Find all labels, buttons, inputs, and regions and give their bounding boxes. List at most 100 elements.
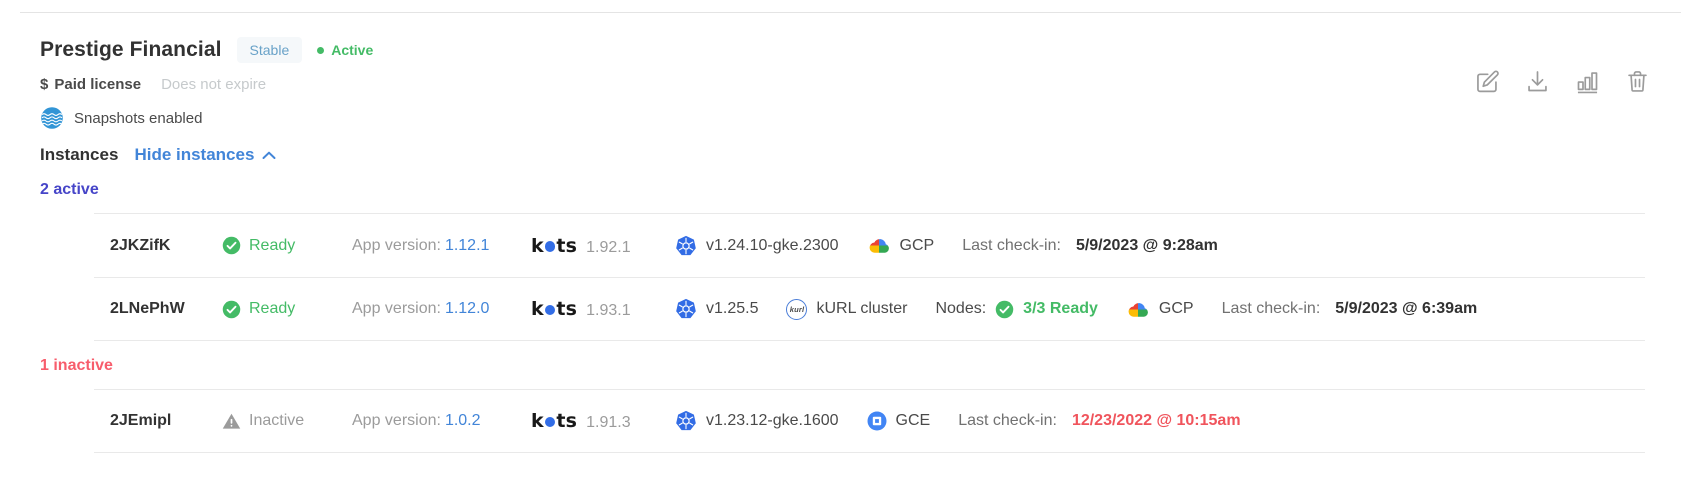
customer-status: Active bbox=[317, 42, 373, 58]
gcp-icon bbox=[869, 239, 889, 253]
last-checkin-label: Last check-in: bbox=[958, 412, 1057, 429]
snapshots-row: Snapshots enabled bbox=[40, 106, 1645, 130]
license-type-label: Paid license bbox=[54, 76, 142, 93]
title-row: Prestige Financial Stable Active bbox=[40, 37, 1645, 63]
app-version-cell: App version: 1.12.1 bbox=[352, 237, 531, 255]
kots-version: 1.91.3 bbox=[586, 414, 631, 431]
dollar-icon: $ bbox=[40, 76, 49, 93]
app-version-label: App version: bbox=[352, 300, 441, 317]
last-checkin-cell: Last check-in: 12/23/2022 @ 10:15am bbox=[958, 412, 1240, 430]
last-checkin-cell: Last check-in: 5/9/2023 @ 6:39am bbox=[1222, 300, 1478, 318]
kots-version-cell: k ts 1.92.1 bbox=[531, 235, 675, 257]
check-circle-icon bbox=[222, 236, 241, 255]
k8s-version: v1.24.10-gke.2300 bbox=[706, 236, 839, 254]
kots-logo-ts: ts bbox=[556, 298, 578, 320]
provider-cell: GCP bbox=[867, 236, 934, 255]
provider-label: GCP bbox=[1158, 300, 1194, 317]
app-version-link[interactable]: 1.12.0 bbox=[444, 300, 490, 317]
cluster-type-label: kURL cluster bbox=[816, 300, 908, 317]
customer-actions bbox=[1473, 67, 1651, 95]
last-checkin-label: Last check-in: bbox=[1221, 300, 1321, 317]
card-top-border bbox=[20, 12, 1681, 13]
kots-version: 1.92.1 bbox=[586, 238, 631, 256]
instance-row: 2JKZifK Ready App version: 1.12.1 k ts 1.9… bbox=[94, 213, 1645, 277]
k8s-version: v1.23.12-gke.1600 bbox=[706, 412, 839, 429]
snapshots-waves-icon bbox=[41, 107, 63, 129]
instance-row: 2LNePhW Ready App version: 1.12.0 k ts 1.9… bbox=[94, 277, 1645, 341]
kubernetes-icon bbox=[676, 410, 696, 431]
k8s-version-cell: v1.25.5 bbox=[675, 298, 758, 320]
kots-logo: k ts bbox=[531, 298, 577, 320]
kubernetes-icon bbox=[676, 235, 696, 255]
gcp-icon bbox=[1128, 302, 1148, 317]
hide-instances-label: Hide instances bbox=[134, 145, 255, 164]
kots-logo: k ts bbox=[531, 235, 577, 257]
kots-logo-dot-icon bbox=[544, 304, 556, 315]
kots-logo-k: k bbox=[531, 410, 544, 432]
kurl-icon-label: kurl bbox=[789, 304, 805, 314]
kots-logo-k: k bbox=[531, 234, 544, 257]
active-instances-count: 2 active bbox=[40, 181, 99, 198]
instance-status-label: Ready bbox=[249, 236, 296, 254]
active-dot-icon bbox=[317, 46, 325, 54]
edit-icon bbox=[1476, 70, 1499, 92]
app-version-link[interactable]: 1.12.1 bbox=[444, 236, 490, 254]
inactive-instances-count: 1 inactive bbox=[40, 357, 113, 374]
kots-logo-ts: ts bbox=[556, 234, 578, 257]
download-license-button[interactable] bbox=[1523, 67, 1551, 95]
kots-logo-k: k bbox=[531, 298, 544, 320]
instance-status: Ready bbox=[222, 236, 352, 255]
last-checkin-cell: Last check-in: 5/9/2023 @ 9:28am bbox=[962, 237, 1218, 255]
customer-metrics-button[interactable] bbox=[1573, 67, 1601, 95]
delete-customer-button[interactable] bbox=[1623, 67, 1651, 95]
instance-id: 2JEmipl bbox=[110, 412, 172, 429]
chevron-up-icon bbox=[262, 151, 276, 159]
instance-status-label: Ready bbox=[249, 300, 296, 317]
kots-version-cell: k ts 1.91.3 bbox=[531, 410, 675, 432]
warning-triangle-icon bbox=[222, 413, 241, 429]
kubernetes-icon bbox=[676, 298, 696, 319]
customer-detail-page: { "header": { "title": "Prestige Financi… bbox=[0, 12, 1701, 489]
app-version-label: App version: bbox=[352, 412, 441, 429]
app-version-cell: App version: 1.12.0 bbox=[352, 300, 531, 318]
k8s-version-cell: v1.23.12-gke.1600 bbox=[675, 410, 839, 432]
check-circle-icon bbox=[222, 300, 241, 318]
last-checkin-value: 12/23/2022 @ 10:15am bbox=[1071, 412, 1241, 429]
hide-instances-toggle[interactable]: Hide instances bbox=[134, 145, 276, 165]
app-version-cell: App version: 1.0.2 bbox=[352, 412, 531, 430]
gce-icon bbox=[867, 411, 887, 431]
instances-header-row: Instances Hide instances bbox=[40, 145, 1645, 165]
cluster-type-cell: kurl kURL cluster bbox=[786, 298, 908, 320]
kots-logo-dot-icon bbox=[544, 241, 556, 252]
channel-badge: Stable bbox=[236, 37, 303, 63]
nodes-label: Nodes: bbox=[935, 300, 987, 317]
instance-status: Ready bbox=[222, 300, 352, 319]
instance-status: Inactive bbox=[222, 412, 352, 431]
instances-list: 2 active 2JKZifK Ready App version: 1.12.… bbox=[40, 165, 1645, 453]
kots-logo: k ts bbox=[531, 410, 577, 432]
nodes-cell: Nodes: 3/3 Ready bbox=[935, 300, 1098, 319]
download-icon bbox=[1527, 70, 1547, 91]
app-version-link[interactable]: 1.0.2 bbox=[444, 412, 481, 429]
license-expiration-label: Does not expire bbox=[161, 76, 267, 93]
customer-header: Prestige Financial Stable Active $ Paid … bbox=[0, 13, 1701, 165]
instances-section-title: Instances bbox=[40, 145, 119, 164]
kots-version-cell: k ts 1.93.1 bbox=[531, 298, 675, 320]
last-checkin-label: Last check-in: bbox=[962, 236, 1061, 254]
edit-customer-button[interactable] bbox=[1473, 67, 1501, 95]
trash-icon bbox=[1627, 70, 1647, 92]
instance-status-label: Inactive bbox=[249, 412, 305, 429]
license-row: $ Paid license Does not expire bbox=[40, 76, 1645, 93]
check-circle-icon bbox=[995, 300, 1014, 318]
kots-logo-dot-icon bbox=[544, 416, 556, 427]
last-checkin-value: 5/9/2023 @ 6:39am bbox=[1335, 300, 1478, 317]
instance-id: 2JKZifK bbox=[110, 236, 171, 254]
provider-cell: GCP bbox=[1126, 300, 1194, 319]
nodes-status: 3/3 Ready bbox=[1023, 300, 1098, 317]
provider-label: GCE bbox=[895, 412, 931, 429]
customer-status-label: Active bbox=[331, 42, 374, 58]
customer-name: Prestige Financial bbox=[40, 38, 222, 61]
kots-version: 1.93.1 bbox=[586, 302, 631, 319]
app-version-label: App version: bbox=[352, 236, 441, 254]
k8s-version-cell: v1.24.10-gke.2300 bbox=[675, 235, 839, 257]
